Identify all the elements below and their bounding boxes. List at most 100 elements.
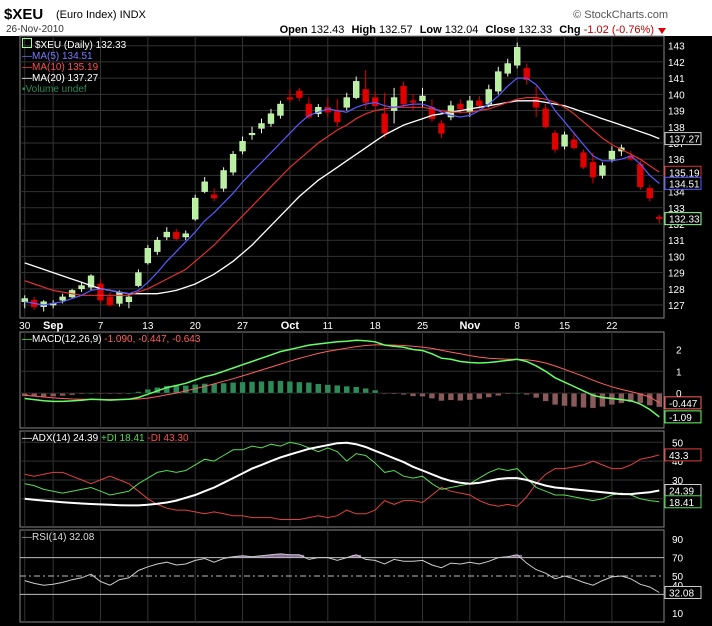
price-tick-label: 142 [668,58,685,69]
close-label: Close [485,24,516,36]
macd-histogram-bar [220,382,227,394]
macd-histogram-bar [21,392,28,397]
candle-body [334,110,341,123]
adx-label: ADX(14) 24.39 [32,433,99,444]
macd-histogram-bar [182,385,189,394]
price-tick-label: 139 [668,107,685,118]
high-label: High [351,24,376,36]
price-tick-label: 143 [668,42,685,53]
macd-label: MACD(12,26,9) [32,334,102,345]
symbol: $XEU [4,6,44,23]
candle-body [192,197,199,220]
candle-body [135,272,142,286]
rsi-overbought-fill [256,555,267,558]
macd-histogram-bar [476,392,483,400]
pdi-end-tag: 18.41 [669,498,694,509]
macd-histogram-bar [362,388,369,394]
macd-histogram-bar [381,392,388,395]
macd-histogram-bar [229,382,237,394]
macd-histogram-bar [239,381,246,394]
macd-histogram-bar [87,392,95,395]
candle-body [296,90,303,98]
candle-body [78,285,85,290]
macd-histogram-bar [504,392,511,395]
candle-body [97,283,104,301]
x-tick-label: 25 [417,321,429,332]
mdi-end-tag: 43.3 [669,451,689,462]
candle-icon [22,38,32,48]
rsi-tick-label: 50 [672,572,684,583]
macd-histogram-bar [277,380,284,394]
macd-histogram-bar [50,392,57,397]
macd-histogram-bar [656,392,663,408]
x-tick-label: 22 [606,321,618,332]
price-tick-label: 133 [668,204,685,215]
rsi-overbought-fill [237,555,248,558]
candle-body [495,71,502,92]
macd-histogram-bar [561,392,568,407]
price-tick-label: 130 [668,252,685,263]
ohlc-summary: Open 132.43 High 132.57 Low 132.04 Close… [280,24,658,36]
rsi-tick-label: 70 [672,554,684,565]
brand-label: © StockCharts.com [573,9,668,21]
macd-histogram-bar [315,383,322,394]
panel-macd [19,331,665,429]
price-tick-label: 138 [668,123,685,134]
candle-body [286,97,294,100]
rsi-overbought-fill [275,553,286,558]
adx-tick-label: 30 [672,476,684,487]
x-tick-label: 18 [370,321,382,332]
x-tick-label: Oct [281,320,300,332]
legend-ma20: —MA(20) 137.27 [22,73,99,84]
macd-tick-label: 0 [676,389,682,400]
adx-end-tag: 24.39 [669,487,694,498]
macd-histogram-bar [286,381,294,394]
pdi-line [24,441,660,503]
macd-histogram-bar [400,392,407,396]
ma5-end-tag-box [664,176,702,190]
candle-body [646,188,653,199]
candle-body [21,298,28,303]
panel-price [19,35,665,319]
candle-body [514,47,521,66]
macd-histogram-bar [372,389,379,394]
macd-tick-label: 2 [676,345,682,356]
macd-end-tag-box [664,410,702,424]
candle-body [656,216,663,219]
macd-histogram-bar [514,392,521,395]
macd-histogram-bar [78,392,85,395]
macd-tick-label: 1 [676,367,682,378]
price-tick-label: 128 [668,285,685,296]
rsi-end-tag: 32.08 [669,588,694,599]
chart-date: 26-Nov-2010 [6,24,64,35]
x-tick-label: Nov [459,320,481,332]
candle-body [343,97,350,108]
legend-price: $XEU (Daily) 132.33 [22,38,126,51]
x-tick-label: 20 [190,321,202,332]
candle-body [409,100,417,103]
panel-adx [19,430,665,528]
macd-histogram-bar [551,392,559,406]
macd-histogram-bar [523,392,530,396]
macd-signal-end-tag-box [664,396,702,410]
candle-body [371,97,379,106]
rsi-overbought-fill [285,554,295,558]
macd-histogram-bar [343,385,350,394]
candle-body [599,165,606,176]
high-value: 132.57 [378,24,413,36]
mdi-end-tag-box [664,448,702,462]
macd-histogram-bar [428,392,436,399]
macd-histogram-bar [618,392,625,404]
x-tick-label: 15 [559,321,571,332]
x-tick-label: 7 [98,321,104,332]
macd-histogram-bar [305,382,312,394]
candle-body [390,97,398,111]
candle-body [248,132,256,136]
candle-body [220,170,227,189]
low-label: Low [419,24,442,36]
price-tick-label: 132 [668,220,685,231]
macd-histogram-bar [125,392,133,395]
macd-histogram-bar [116,392,123,395]
price-tick-label: 141 [668,74,685,85]
